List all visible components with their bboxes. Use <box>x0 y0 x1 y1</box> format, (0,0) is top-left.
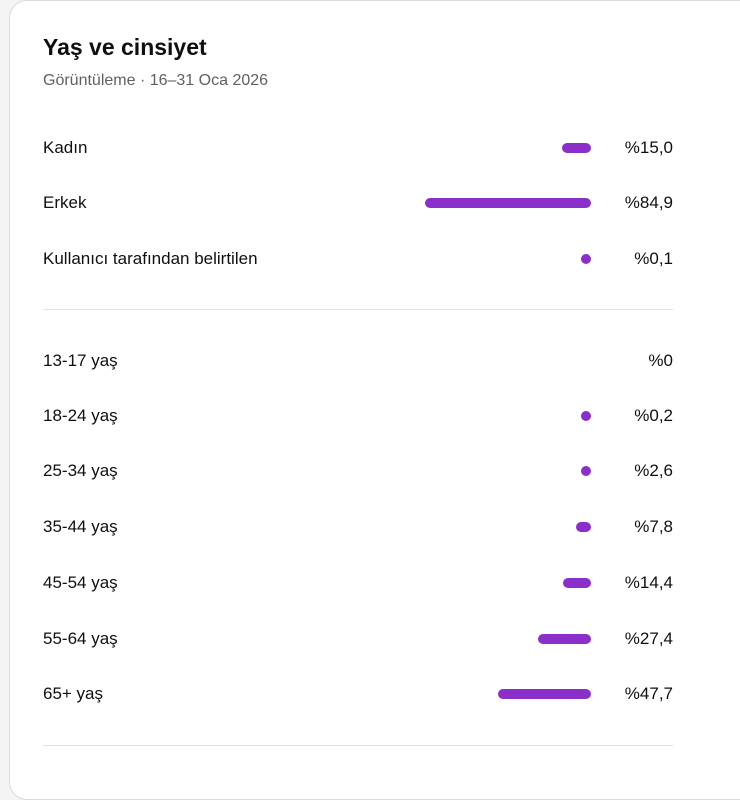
percent-bar <box>537 634 591 644</box>
age-row: 25-34 yaş %2,6 <box>43 456 673 486</box>
percent-bar <box>581 466 591 476</box>
card-title: Yaş ve cinsiyet <box>43 34 207 60</box>
age-row: 45-54 yaş %14,4 <box>43 568 673 598</box>
row-label: Kullanıcı tarafından belirtilen <box>43 249 258 268</box>
row-label: 18-24 yaş <box>43 406 118 425</box>
percent-bar <box>497 689 591 699</box>
row-label: Erkek <box>43 193 87 212</box>
age-row: 35-44 yaş %7,8 <box>43 512 673 542</box>
row-value: %0,2 <box>634 406 673 425</box>
row-value: %14,4 <box>624 573 673 592</box>
gender-row: Kullanıcı tarafından belirtilen %0,1 <box>43 244 673 274</box>
row-value: %0,1 <box>634 249 673 268</box>
age-row: 13-17 yaş %0 <box>43 346 673 376</box>
age-row: 65+ yaş %47,7 <box>43 679 673 709</box>
percent-bar <box>581 411 591 421</box>
section-divider <box>43 309 673 310</box>
card-subtitle: Görüntüleme · 16–31 Oca 2026 <box>43 72 269 89</box>
age-row: 18-24 yaş %0,2 <box>43 401 673 431</box>
row-value: %2,6 <box>634 461 673 480</box>
percent-bar <box>562 578 591 588</box>
row-label: 25-34 yaş <box>43 461 118 480</box>
row-label: 65+ yaş <box>43 684 104 703</box>
row-value: %27,4 <box>624 629 673 648</box>
row-value: %0 <box>648 351 673 370</box>
row-label: 13-17 yaş <box>43 351 118 370</box>
gender-row: Erkek %84,9 <box>43 188 673 218</box>
row-label: 55-64 yaş <box>43 629 118 648</box>
percent-bar <box>561 143 591 153</box>
percent-bar <box>581 254 591 264</box>
bottom-divider <box>43 745 673 746</box>
age-row: 55-64 yaş %27,4 <box>43 624 673 654</box>
row-value: %7,8 <box>634 517 673 536</box>
percent-bar <box>575 522 591 532</box>
gender-row: Kadın %15,0 <box>43 133 673 163</box>
percent-bar <box>425 198 591 208</box>
row-value: %15,0 <box>624 138 673 157</box>
row-value: %47,7 <box>624 684 673 703</box>
row-label: 35-44 yaş <box>43 517 118 536</box>
age-gender-card <box>9 0 740 800</box>
row-label: Kadın <box>43 138 88 157</box>
row-label: 45-54 yaş <box>43 573 118 592</box>
row-value: %84,9 <box>624 193 673 212</box>
